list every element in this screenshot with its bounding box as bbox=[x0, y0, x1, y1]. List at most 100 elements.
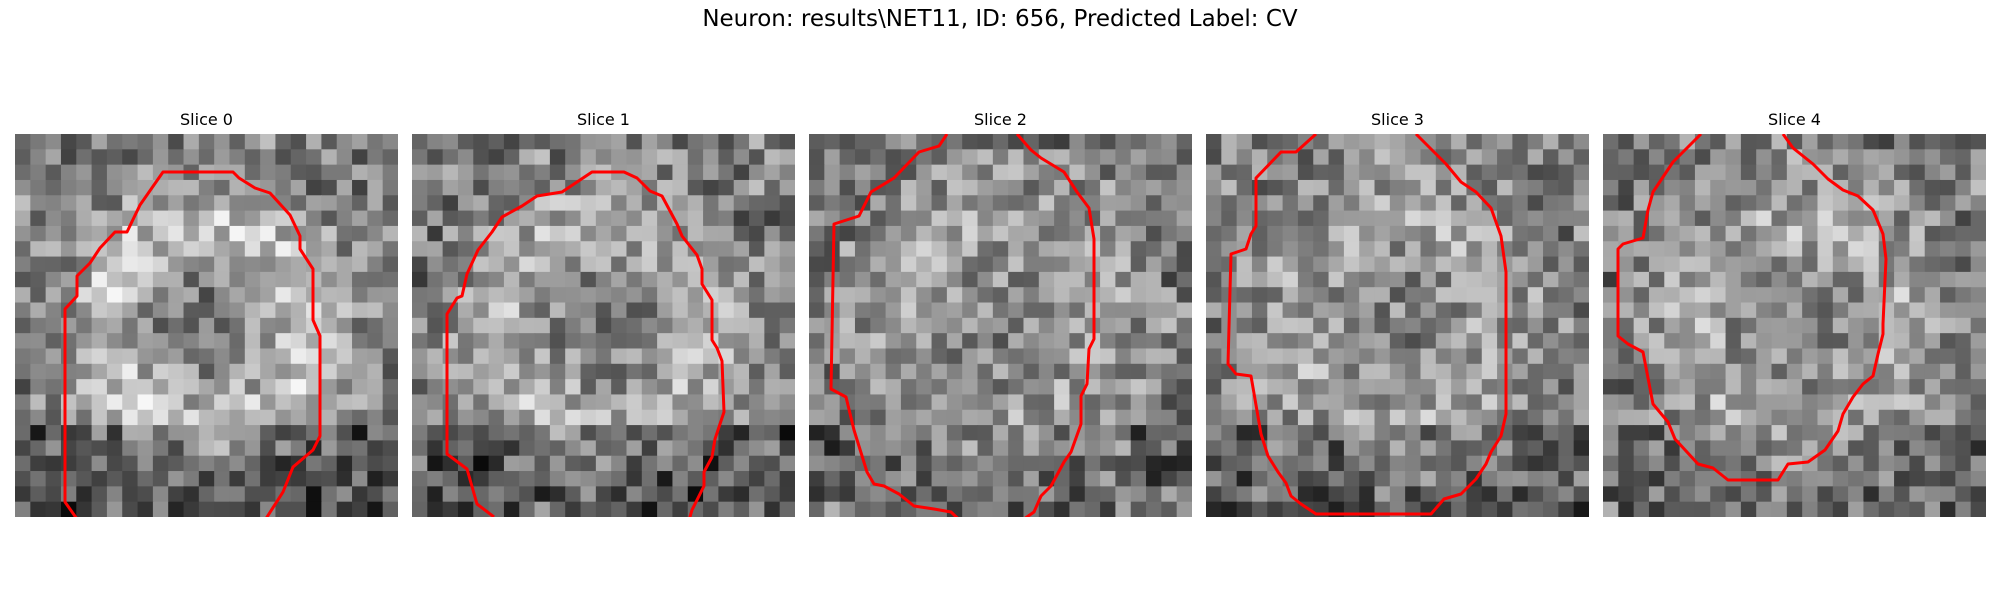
image-pixel bbox=[626, 179, 643, 196]
image-pixel bbox=[473, 379, 490, 396]
image-pixel bbox=[1023, 379, 1040, 396]
image-pixel bbox=[1573, 210, 1589, 227]
image-pixel bbox=[1633, 287, 1650, 304]
image-pixel bbox=[1924, 440, 1941, 457]
image-pixel bbox=[457, 379, 474, 396]
image-pixel bbox=[1603, 486, 1619, 503]
image-pixel bbox=[260, 287, 277, 304]
image-pixel bbox=[412, 394, 428, 411]
image-pixel bbox=[1451, 256, 1468, 273]
image-pixel bbox=[824, 195, 841, 212]
image-pixel bbox=[931, 471, 948, 487]
image-pixel bbox=[1863, 134, 1880, 150]
image-pixel bbox=[1236, 348, 1253, 365]
image-pixel bbox=[1146, 302, 1162, 319]
image-pixel bbox=[916, 471, 933, 487]
image-pixel bbox=[1955, 471, 1972, 487]
image-pixel bbox=[214, 501, 231, 517]
image-pixel bbox=[488, 425, 505, 441]
image-pixel bbox=[641, 501, 658, 517]
image-pixel bbox=[1648, 486, 1665, 503]
image-pixel bbox=[473, 164, 490, 181]
image-pixel bbox=[1221, 210, 1238, 227]
image-pixel bbox=[473, 210, 490, 227]
image-pixel bbox=[1023, 271, 1040, 288]
image-pixel bbox=[1497, 195, 1513, 212]
image-pixel bbox=[1221, 134, 1238, 150]
image-pixel bbox=[76, 302, 93, 319]
image-pixel bbox=[1725, 486, 1742, 503]
image-pixel bbox=[1802, 455, 1819, 472]
image-pixel bbox=[1343, 164, 1360, 181]
image-pixel bbox=[1481, 333, 1498, 350]
image-pixel bbox=[1664, 379, 1681, 396]
image-pixel bbox=[946, 271, 963, 288]
image-pixel bbox=[580, 486, 597, 503]
image-pixel bbox=[1558, 271, 1575, 288]
image-pixel bbox=[916, 149, 933, 166]
image-pixel bbox=[931, 425, 948, 441]
image-pixel bbox=[1084, 455, 1101, 472]
image-pixel bbox=[1940, 179, 1956, 196]
image-pixel bbox=[1832, 149, 1849, 166]
image-pixel bbox=[1694, 440, 1711, 457]
image-pixel bbox=[1313, 210, 1330, 227]
image-pixel bbox=[1038, 149, 1055, 166]
image-pixel bbox=[1848, 348, 1865, 365]
image-pixel bbox=[1343, 379, 1360, 396]
image-pixel bbox=[1573, 271, 1589, 288]
image-pixel bbox=[549, 501, 566, 517]
image-pixel bbox=[977, 501, 994, 517]
image-pixel bbox=[168, 271, 185, 288]
image-pixel bbox=[1343, 425, 1360, 441]
image-pixel bbox=[565, 455, 582, 472]
image-pixel bbox=[611, 179, 628, 196]
image-pixel bbox=[1725, 302, 1742, 319]
image-pixel bbox=[91, 440, 108, 457]
image-pixel bbox=[1710, 363, 1727, 380]
image-pixel bbox=[1848, 241, 1865, 258]
image-pixel bbox=[1603, 225, 1619, 242]
image-pixel bbox=[1297, 149, 1314, 166]
image-pixel bbox=[1771, 317, 1788, 334]
image-pixel bbox=[809, 440, 825, 457]
image-pixel bbox=[1786, 425, 1803, 441]
image-pixel bbox=[76, 317, 93, 334]
image-pixel bbox=[1374, 471, 1391, 487]
image-pixel bbox=[1054, 271, 1071, 288]
image-pixel bbox=[1236, 501, 1253, 517]
image-pixel bbox=[1725, 210, 1742, 227]
image-pixel bbox=[1558, 317, 1575, 334]
image-pixel bbox=[1802, 348, 1819, 365]
image-pixel bbox=[1924, 425, 1941, 441]
image-pixel bbox=[1710, 302, 1727, 319]
image-pixel bbox=[1970, 225, 1986, 242]
image-pixel bbox=[1573, 471, 1589, 487]
image-pixel bbox=[1115, 440, 1132, 457]
image-pixel bbox=[1756, 256, 1773, 273]
image-pixel bbox=[488, 501, 505, 517]
image-pixel bbox=[1878, 164, 1895, 181]
image-pixel bbox=[718, 440, 735, 457]
image-pixel bbox=[1389, 471, 1406, 487]
image-pixel bbox=[1054, 486, 1071, 503]
image-pixel bbox=[1282, 179, 1299, 196]
image-pixel bbox=[626, 149, 643, 166]
image-pixel bbox=[916, 317, 933, 334]
image-pixel bbox=[1084, 425, 1101, 441]
image-pixel bbox=[1100, 379, 1116, 396]
image-pixel bbox=[672, 271, 689, 288]
image-pixel bbox=[122, 149, 139, 166]
image-pixel bbox=[1146, 149, 1162, 166]
image-pixel bbox=[244, 195, 261, 212]
image-pixel bbox=[1756, 241, 1773, 258]
image-pixel bbox=[611, 440, 628, 457]
image-pixel bbox=[946, 210, 963, 227]
image-pixel bbox=[382, 440, 398, 457]
image-pixel bbox=[122, 394, 139, 411]
image-pixel bbox=[1543, 134, 1559, 150]
image-pixel bbox=[764, 379, 781, 396]
image-pixel bbox=[1527, 317, 1544, 334]
image-pixel bbox=[1374, 164, 1391, 181]
image-pixel bbox=[1313, 134, 1330, 150]
